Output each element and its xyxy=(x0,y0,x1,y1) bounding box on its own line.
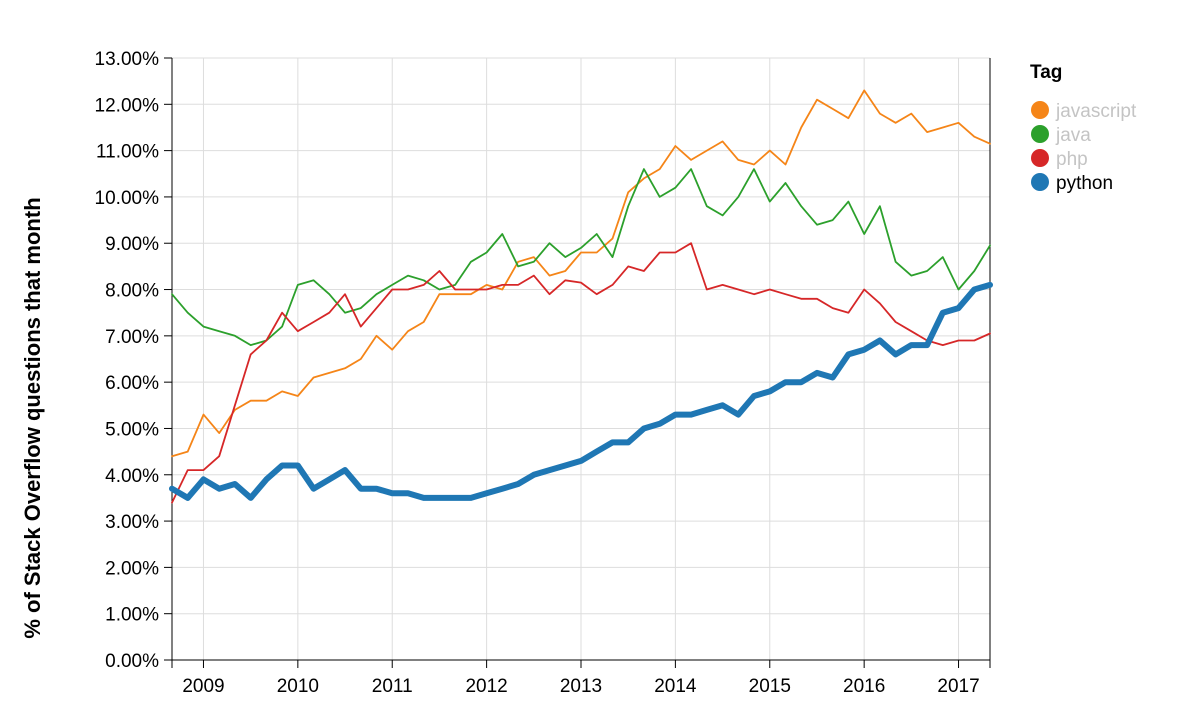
y-tick-label: 5.00% xyxy=(105,419,159,440)
series-line-php[interactable] xyxy=(171,242,991,504)
y-tick-label: 3.00% xyxy=(105,512,159,533)
y-tick-label: 10.00% xyxy=(95,188,160,209)
legend-title: Tag xyxy=(1030,62,1062,83)
y-axis-title: % of Stack Overflow questions that month xyxy=(20,197,45,638)
y-tick-label: 8.00% xyxy=(105,281,159,302)
y-tick-label: 6.00% xyxy=(105,373,159,394)
y-tick-label: 0.00% xyxy=(105,651,159,672)
x-tick-label: 2014 xyxy=(654,676,697,697)
legend-label-javascript: javascript xyxy=(1055,101,1137,122)
x-tick-label: 2011 xyxy=(372,676,413,697)
x-tick-label: 2013 xyxy=(560,676,602,697)
legend-swatch-java xyxy=(1031,125,1049,143)
legend-item-java[interactable]: java xyxy=(1031,125,1091,146)
x-tick-label: 2016 xyxy=(843,676,885,697)
series-lines xyxy=(169,89,993,504)
x-tick-label: 2017 xyxy=(937,676,979,697)
series-line-java[interactable] xyxy=(171,168,991,346)
y-tick-label: 12.00% xyxy=(95,95,160,116)
y-tick-label: 1.00% xyxy=(105,605,159,626)
series-line-python[interactable] xyxy=(169,281,993,501)
x-tick-label: 2010 xyxy=(277,676,319,697)
x-tick-label: 2012 xyxy=(465,676,507,697)
grid xyxy=(172,57,990,660)
legend-label-python: python xyxy=(1056,173,1113,194)
legend-swatch-javascript xyxy=(1031,101,1049,119)
legend-item-javascript[interactable]: javascript xyxy=(1031,101,1137,122)
legend[interactable]: Tag javascript java php python xyxy=(1030,62,1137,194)
legend-swatch-python xyxy=(1031,173,1049,191)
y-tick-label: 9.00% xyxy=(105,234,159,255)
axis-labels: 0.00% 1.00% 2.00% 3.00% 4.00% 5.00% 6.00% 7.00%… xyxy=(95,49,980,697)
legend-item-php[interactable]: php xyxy=(1031,149,1088,170)
legend-label-java: java xyxy=(1055,125,1091,146)
y-tick-label: 2.00% xyxy=(105,558,159,579)
x-tick-label: 2009 xyxy=(182,676,224,697)
y-tick-label: 7.00% xyxy=(105,327,159,348)
x-tick-label: 2015 xyxy=(749,676,791,697)
legend-item-python[interactable]: python xyxy=(1031,173,1113,194)
legend-label-php: php xyxy=(1056,149,1088,170)
y-tick-label: 13.00% xyxy=(95,49,160,70)
legend-swatch-php xyxy=(1031,149,1049,167)
y-tick-label: 11.00% xyxy=(96,142,159,163)
axes xyxy=(164,57,991,668)
series-line-javascript[interactable] xyxy=(171,89,991,458)
y-tick-label: 4.00% xyxy=(105,466,159,487)
